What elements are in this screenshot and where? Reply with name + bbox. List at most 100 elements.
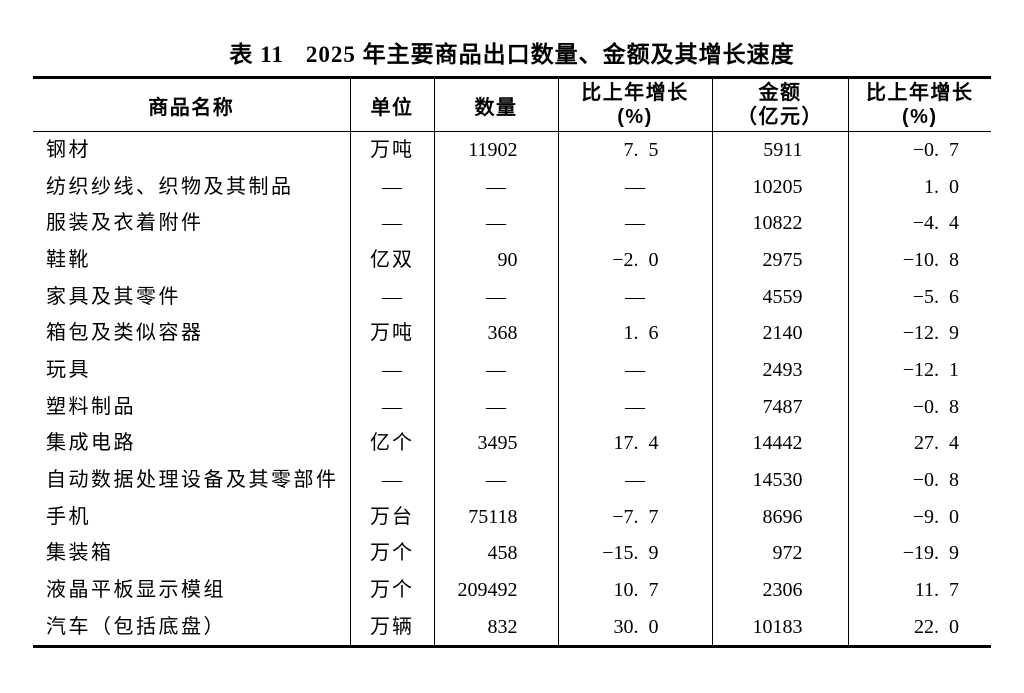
quantity-growth-cell: 10. 7 bbox=[558, 571, 713, 609]
col-header-quantity: 数量 bbox=[434, 77, 559, 132]
quantity-cell: — bbox=[434, 205, 559, 242]
value-cell: 10822 bbox=[712, 205, 849, 242]
commodity-name-cell: 家具及其零件 bbox=[33, 278, 351, 316]
unit-cell: 万吨 bbox=[350, 131, 435, 169]
table-row: 钢材 万吨 11902 7. 5 5911 −0. 7 bbox=[33, 131, 991, 169]
col-header-quantity-growth: 比上年增长 (%) bbox=[558, 77, 713, 132]
export-commodities-table: 商品名称 单位 数量 比上年增长 (%) 金额 （亿元） 比上年增长 (%) 钢… bbox=[33, 76, 991, 649]
quantity-growth-cell: — bbox=[558, 278, 713, 316]
table-row: 玩具 — — — 2493 −12. 1 bbox=[33, 351, 991, 389]
commodity-name-cell: 自动数据处理设备及其零部件 bbox=[33, 461, 351, 499]
commodity-name-cell: 手机 bbox=[33, 498, 351, 536]
table-row: 塑料制品 — — — 7487 −0. 8 bbox=[33, 388, 991, 426]
commodity-name-cell: 塑料制品 bbox=[33, 388, 351, 426]
value-cell: 10205 bbox=[712, 168, 849, 206]
value-growth-cell: 27. 4 bbox=[914, 432, 959, 455]
table-row: 汽车（包括底盘） 万辆 832 30. 0 10183 22. 0 bbox=[33, 608, 991, 647]
quantity-cell: — bbox=[434, 461, 559, 499]
quantity-growth-cell: 1. 6 bbox=[558, 315, 713, 352]
value-cell: 10183 bbox=[712, 608, 849, 647]
commodity-name-cell: 箱包及类似容器 bbox=[33, 315, 351, 352]
quantity-cell: — bbox=[434, 351, 559, 389]
table-row: 家具及其零件 — — — 4559 −5. 6 bbox=[33, 278, 991, 316]
quantity-growth-cell: — bbox=[558, 168, 713, 206]
table-row: 集成电路 亿个 3495 17. 4 14442 27. 4 bbox=[33, 425, 991, 462]
value-growth-cell: −9. 0 bbox=[912, 505, 959, 528]
quantity-growth-header-line2: (%) bbox=[617, 106, 653, 128]
unit-cell: 万吨 bbox=[350, 315, 435, 352]
commodity-name-cell: 集装箱 bbox=[33, 535, 351, 572]
value-cell: 5911 bbox=[712, 131, 849, 169]
unit-cell: 亿个 bbox=[350, 425, 435, 462]
commodity-name-cell: 鞋靴 bbox=[33, 241, 351, 279]
unit-cell: 万个 bbox=[350, 571, 435, 609]
quantity-growth-cell: — bbox=[558, 388, 713, 426]
table-title-text: 2025 年主要商品出口数量、金额及其增长速度 bbox=[305, 42, 795, 67]
commodity-name-cell: 纺织纱线、织物及其制品 bbox=[33, 168, 351, 206]
header-row: 商品名称 单位 数量 比上年增长 (%) 金额 （亿元） 比上年增长 (%) bbox=[33, 77, 991, 132]
table-row: 自动数据处理设备及其零部件 — — — 14530 −0. 8 bbox=[33, 461, 991, 499]
quantity-cell: 90 bbox=[434, 241, 559, 279]
table-row: 箱包及类似容器 万吨 368 1. 6 2140 −12. 9 bbox=[33, 315, 991, 352]
table-row: 集装箱 万个 458 −15. 9 972 −19. 9 bbox=[33, 535, 991, 572]
value-cell: 14530 bbox=[712, 461, 849, 499]
unit-cell: — bbox=[350, 168, 435, 206]
unit-cell: — bbox=[350, 351, 435, 389]
commodity-name-cell: 集成电路 bbox=[33, 425, 351, 462]
value-growth-cell: −4. 4 bbox=[912, 212, 959, 235]
value-cell: 2140 bbox=[712, 315, 849, 352]
unit-cell: 万辆 bbox=[350, 608, 435, 647]
unit-cell: — bbox=[350, 461, 435, 499]
quantity-growth-cell: 30. 0 bbox=[558, 608, 713, 647]
unit-cell: — bbox=[350, 388, 435, 426]
table-row: 鞋靴 亿双 90 −2. 0 2975 −10. 8 bbox=[33, 241, 991, 279]
value-cell: 2493 bbox=[712, 351, 849, 389]
value-header-line1: 金额 bbox=[758, 82, 802, 104]
quantity-growth-cell: −15. 9 bbox=[558, 535, 713, 572]
table-row: 手机 万台 75118 −7. 7 8696 −9. 0 bbox=[33, 498, 991, 536]
table-row: 纺织纱线、织物及其制品 — — — 10205 1. 0 bbox=[33, 168, 991, 206]
commodity-name-cell: 钢材 bbox=[33, 131, 351, 169]
commodity-name-cell: 液晶平板显示模组 bbox=[33, 571, 351, 609]
quantity-cell: — bbox=[434, 388, 559, 426]
unit-cell: 万个 bbox=[350, 535, 435, 572]
unit-cell: — bbox=[350, 205, 435, 242]
quantity-cell: — bbox=[434, 168, 559, 206]
value-growth-cell: −10. 8 bbox=[902, 248, 959, 271]
value-growth-cell: −0. 8 bbox=[912, 468, 959, 491]
table-number: 表 11 bbox=[229, 42, 284, 67]
quantity-cell: 832 bbox=[434, 608, 559, 647]
value-header-line2: （亿元） bbox=[737, 106, 823, 128]
value-cell: 8696 bbox=[712, 498, 849, 536]
table-title: 表 11 2025 年主要商品出口数量、金额及其增长速度 bbox=[0, 0, 1024, 68]
quantity-cell: 458 bbox=[434, 535, 559, 572]
value-growth-cell: −12. 9 bbox=[902, 322, 959, 345]
value-growth-cell: 22. 0 bbox=[914, 615, 959, 638]
value-growth-header-line1: 比上年增长 bbox=[866, 82, 974, 104]
value-cell: 2306 bbox=[712, 571, 849, 609]
col-header-commodity-name: 商品名称 bbox=[33, 77, 351, 132]
quantity-growth-header-line1: 比上年增长 bbox=[581, 82, 689, 104]
quantity-growth-cell: −2. 0 bbox=[558, 241, 713, 279]
quantity-growth-cell: 17. 4 bbox=[558, 425, 713, 462]
unit-cell: 万台 bbox=[350, 498, 435, 536]
value-cell: 2975 bbox=[712, 241, 849, 279]
quantity-growth-cell: — bbox=[558, 461, 713, 499]
value-cell: 14442 bbox=[712, 425, 849, 462]
quantity-cell: 368 bbox=[434, 315, 559, 352]
col-header-value-growth: 比上年增长 (%) bbox=[848, 77, 991, 132]
value-growth-cell: −0. 7 bbox=[912, 139, 959, 161]
commodity-name-cell: 玩具 bbox=[33, 351, 351, 389]
value-growth-cell: 11. 7 bbox=[914, 578, 959, 601]
quantity-growth-cell: −7. 7 bbox=[558, 498, 713, 536]
commodity-name-cell: 服装及衣着附件 bbox=[33, 205, 351, 242]
quantity-cell: 209492 bbox=[434, 571, 559, 609]
value-cell: 4559 bbox=[712, 278, 849, 316]
value-cell: 7487 bbox=[712, 388, 849, 426]
quantity-cell: 75118 bbox=[434, 498, 559, 536]
value-growth-cell: −0. 8 bbox=[912, 395, 959, 418]
value-growth-header-line2: (%) bbox=[901, 106, 938, 128]
value-growth-cell: −12. 1 bbox=[902, 358, 959, 381]
quantity-growth-cell: — bbox=[558, 205, 713, 242]
